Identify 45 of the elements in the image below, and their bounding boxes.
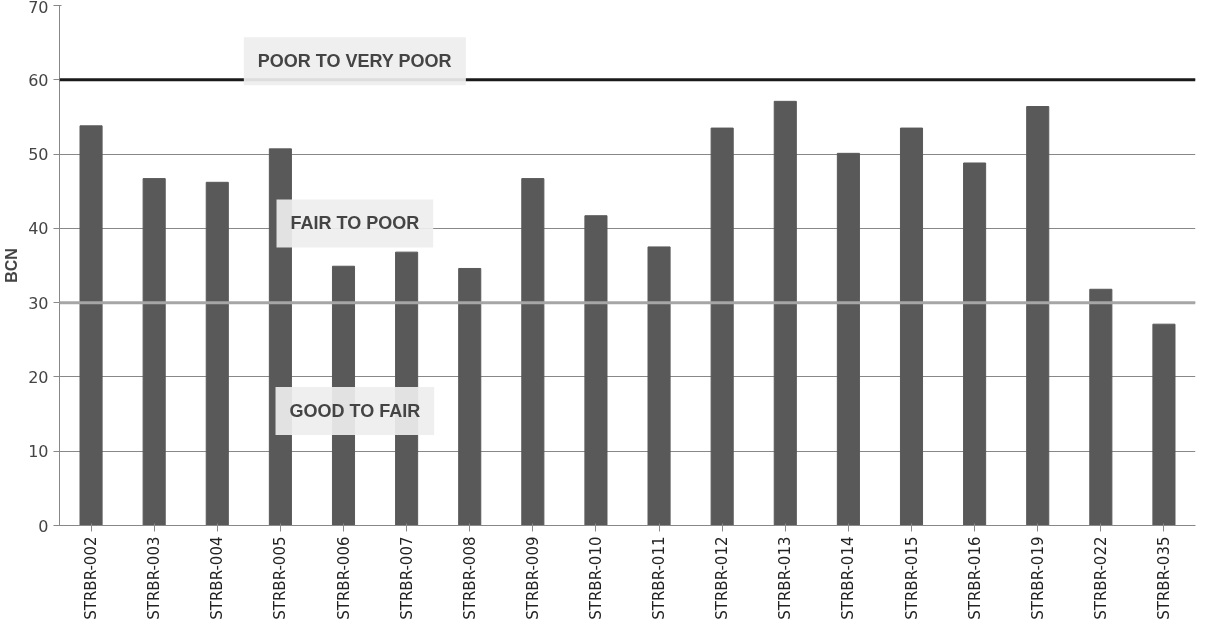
bar — [1026, 106, 1050, 526]
x-tick-label: STRBR-004 — [208, 536, 227, 620]
x-tick-label: STRBR-002 — [82, 536, 101, 620]
bar — [521, 178, 545, 526]
bar — [205, 181, 229, 526]
x-tick-label: STRBR-012 — [713, 536, 732, 620]
annotation: GOOD TO FAIR — [289, 401, 421, 422]
bar — [1152, 323, 1176, 526]
bar — [1089, 288, 1113, 526]
x-tick-label: STRBR-019 — [1028, 536, 1047, 620]
x-tick-label: STRBR-016 — [965, 536, 984, 620]
x-tick-label: STRBR-007 — [397, 536, 416, 620]
x-tick-label: STRBR-010 — [586, 536, 605, 620]
bar — [899, 127, 924, 526]
y-tick-label: 40 — [28, 219, 49, 239]
y-tick-label: 10 — [28, 442, 49, 462]
x-tick-label: STRBR-005 — [271, 536, 290, 620]
annotation: FAIR TO POOR — [290, 213, 420, 234]
bar — [458, 267, 482, 526]
y-tick-label: 0 — [38, 516, 49, 536]
x-tick-label: STRBR-013 — [776, 536, 795, 620]
x-tick-label: STRBR-035 — [1154, 536, 1173, 620]
bar — [79, 125, 103, 526]
x-tick-label: STRBR-008 — [460, 536, 479, 620]
bar — [773, 100, 797, 526]
x-tick-label: STRBR-006 — [334, 536, 353, 620]
bar — [710, 127, 734, 526]
x-tick-label: STRBR-011 — [650, 536, 669, 620]
x-tick-label: STRBR-022 — [1091, 536, 1110, 620]
y-tick-label: 50 — [28, 145, 49, 165]
bar — [963, 162, 987, 526]
x-tick-label: STRBR-014 — [839, 536, 858, 620]
x-tick-label: STRBR-009 — [523, 536, 542, 620]
y-tick-label: 70 — [28, 0, 49, 17]
bar — [142, 178, 166, 526]
y-tick-label: 30 — [28, 293, 49, 313]
y-axis-title: BCN — [3, 248, 21, 283]
bar — [584, 215, 608, 526]
annotation: POOR TO VERY POOR — [257, 51, 452, 72]
y-tick-label: 60 — [28, 70, 49, 90]
x-tick-label: STRBR-015 — [902, 536, 921, 620]
y-tick-label: 20 — [28, 367, 49, 387]
x-tick-label: STRBR-003 — [145, 536, 164, 620]
bar — [836, 152, 860, 526]
bar — [647, 246, 671, 526]
